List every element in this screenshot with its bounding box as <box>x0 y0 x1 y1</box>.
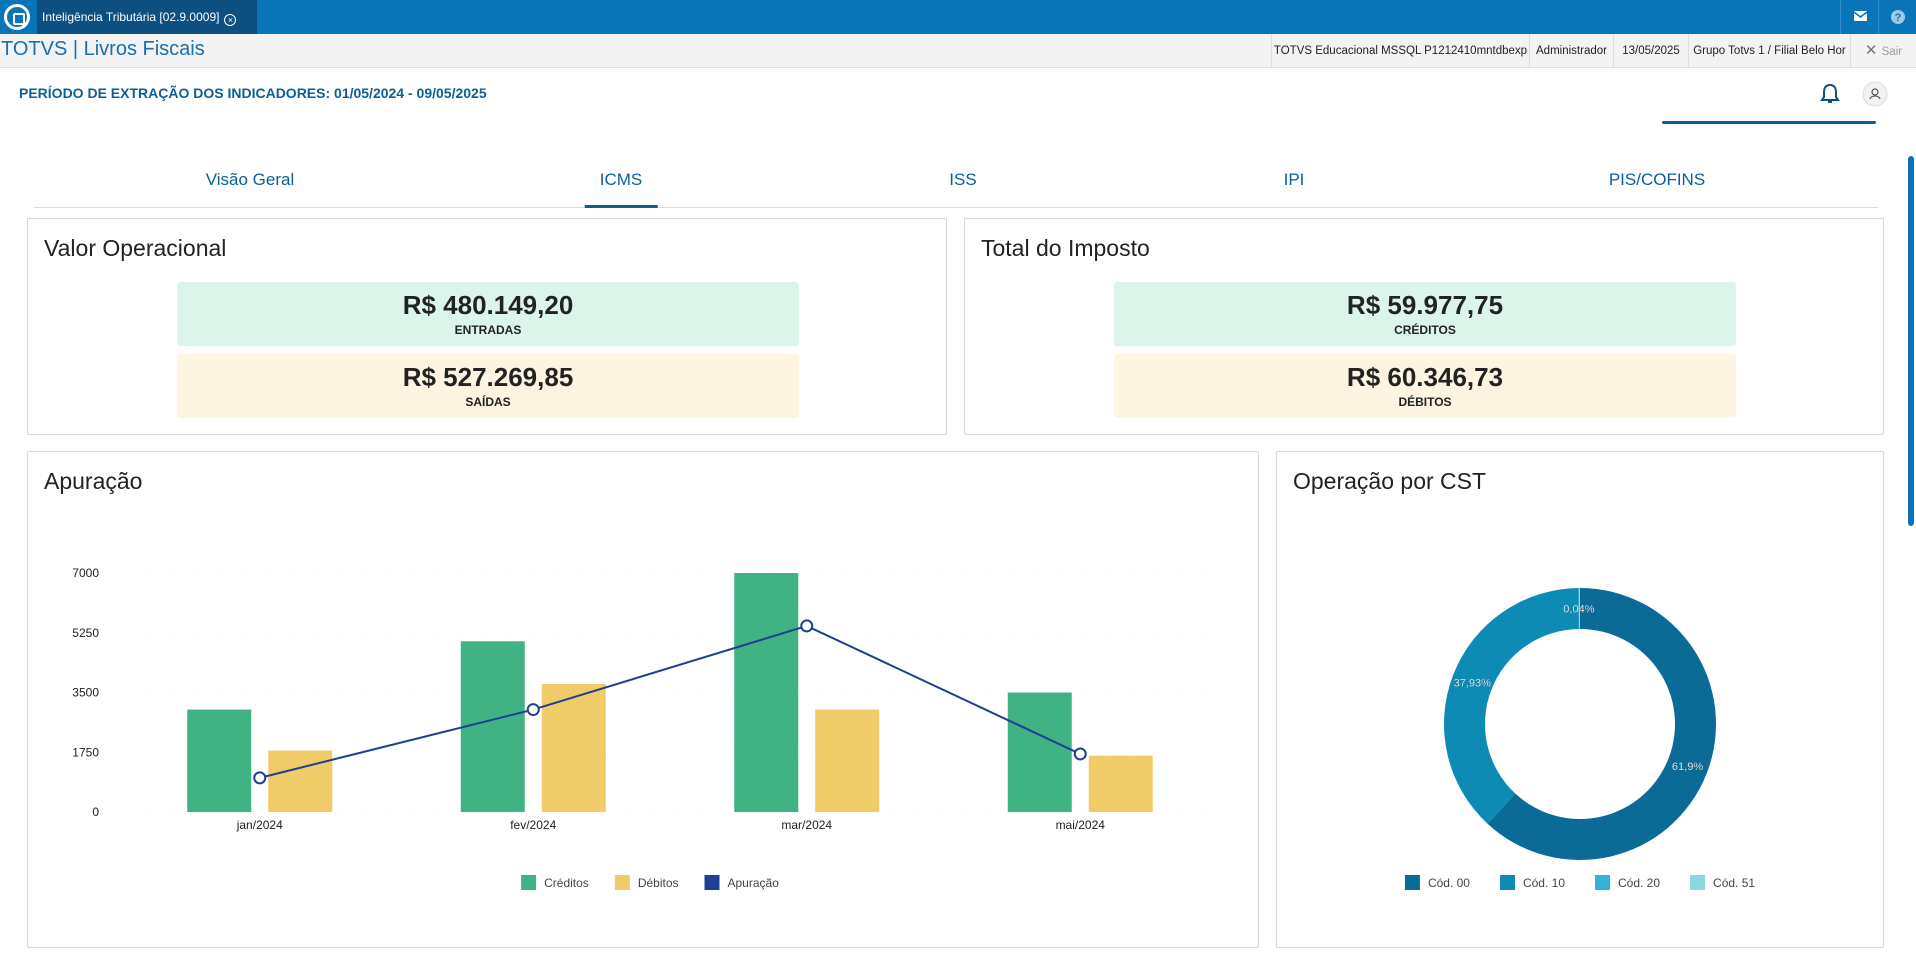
y-tick-label: 5250 <box>72 626 99 640</box>
y-tick-label: 1750 <box>72 745 99 759</box>
legend-swatch <box>1595 875 1610 890</box>
slice-label: 37,93% <box>1454 677 1492 689</box>
bar <box>187 709 252 812</box>
y-tick-label: 7000 <box>72 566 99 580</box>
chart: 0 1750 3500 5250 7000 jan/2024 fev/2024 mar/202… <box>72 566 1212 890</box>
chart-title: Operação por CST <box>1293 468 1487 494</box>
sub-header <box>0 34 1916 68</box>
kpi-box: R$ 527.269,85 SAÍDAS <box>177 354 799 418</box>
legend-label[interactable]: Cód. 00 <box>1428 876 1470 890</box>
legend-swatch <box>614 875 630 890</box>
user-icon[interactable] <box>1862 81 1888 107</box>
chart-card: Apuração 0 1750 3500 5250 7000 jan/2024 fev/20… <box>27 451 1259 948</box>
tab[interactable]: ISS <box>949 170 977 189</box>
line-marker <box>800 619 814 633</box>
tab[interactable]: PIS/COFINS <box>1608 170 1706 189</box>
bell-icon[interactable] <box>1818 82 1842 106</box>
app-tab[interactable]: Inteligência Tributária [02.9.0009] × <box>37 0 257 34</box>
top-bar <box>0 0 1916 34</box>
legend: Cód. 00 Cód. 10 Cód. 20 Cód. 51 <box>1404 875 1755 890</box>
line-marker <box>1073 747 1087 761</box>
kpi-value: R$ 527.269,85 <box>402 362 574 392</box>
help-icon[interactable]: ? <box>1878 0 1916 34</box>
legend-swatch <box>704 875 720 890</box>
mail-icon[interactable] <box>1840 0 1878 34</box>
donut-slice <box>1578 588 1580 630</box>
exit-button[interactable]: ✕ Sair <box>1850 34 1916 68</box>
kpi-label: CRÉDITOS <box>1394 323 1456 337</box>
mail-glyph <box>1853 11 1868 21</box>
donut-slice <box>1578 588 1580 630</box>
tab[interactable]: IPI <box>1283 170 1305 189</box>
info-date: 13/05/2025 <box>1613 34 1688 68</box>
kpi-box: R$ 60.346,73 DÉBITOS <box>1114 354 1736 418</box>
legend-swatch <box>1404 875 1420 890</box>
legend-label[interactable]: Cód. 20 <box>1618 876 1660 890</box>
close-icon[interactable]: × <box>224 14 237 26</box>
legend: Créditos Débitos Apuração <box>521 875 779 890</box>
legend-swatch <box>521 875 537 890</box>
chart-card: Operação por CST 61,9% 37,93% 0,04% Cód. 00… <box>1276 451 1884 948</box>
bar <box>1088 755 1153 812</box>
period-title: PERÍODO DE EXTRAÇÃO DOS INDICADORES: 01/… <box>19 85 487 101</box>
kpi-value: R$ 60.346,73 <box>1346 362 1504 392</box>
tab[interactable]: ICMS <box>584 170 658 208</box>
card-title: Total do Imposto <box>981 235 1150 261</box>
bar <box>734 573 799 812</box>
legend-label[interactable]: Débitos <box>638 876 679 890</box>
line-marker <box>526 703 540 717</box>
slice-label: 61,9% <box>1672 761 1703 773</box>
tab[interactable]: Visão Geral <box>205 170 295 189</box>
bar <box>268 750 333 812</box>
legend-swatch <box>1499 875 1515 890</box>
app-title: TOTVS | Livros Fiscais <box>1 38 205 60</box>
x-tick-label: jan/2024 <box>236 818 283 832</box>
y-tick-label: 3500 <box>72 686 99 700</box>
app-tab-label: Inteligência Tributária [02.9.0009] <box>42 10 220 24</box>
svg-text:?: ? <box>1895 12 1902 24</box>
kpi-value: R$ 480.149,20 <box>402 290 574 320</box>
x-tick-label: fev/2024 <box>510 818 556 832</box>
logo[interactable] <box>4 4 30 30</box>
legend-swatch <box>1690 875 1706 890</box>
exit-label: Sair <box>1881 46 1903 58</box>
kpi-value: R$ 59.977,75 <box>1346 290 1504 320</box>
kpi-label: SAÍDAS <box>465 395 511 409</box>
kpi-card: Total do Imposto R$ 59.977,75 CRÉDITOS R$… <box>964 218 1884 435</box>
legend-label[interactable]: Apuração <box>728 876 780 890</box>
card-title: Valor Operacional <box>44 235 227 261</box>
tabs-divider <box>34 207 1878 208</box>
kpi-box: R$ 59.977,75 CRÉDITOS <box>1114 282 1736 346</box>
bar <box>1007 692 1072 812</box>
field-border <box>1662 121 1876 124</box>
donut-slice <box>1444 588 1579 824</box>
bar <box>815 709 880 812</box>
chart-title: Apuração <box>44 468 143 494</box>
kpi-label: ENTRADAS <box>454 323 522 337</box>
info-branch: Grupo Totvs 1 / Filial Belo Hor <box>1688 34 1850 68</box>
legend-label[interactable]: Créditos <box>544 876 589 890</box>
line <box>259 624 1081 779</box>
x-tick-label: mar/2024 <box>781 818 832 832</box>
legend-label[interactable]: Cód. 51 <box>1713 876 1755 890</box>
kpi-card: Valor Operacional R$ 480.149,20 ENTRADAS … <box>27 218 947 435</box>
info-environment: TOTVS Educacional MSSQL P1212410mntdbexp <box>1271 34 1529 68</box>
line-marker <box>253 771 267 785</box>
y-tick-label: 0 <box>92 805 99 819</box>
chart: 61,9%37,93%0,04%Cód. 00 Cód. 10 Cód. 20 Cód… <box>1404 588 1755 890</box>
x-tick-label: mai/2024 <box>1056 818 1106 832</box>
scrollbar[interactable] <box>1908 156 1914 526</box>
kpi-box: R$ 480.149,20 ENTRADAS <box>177 282 799 346</box>
donut-slice <box>1487 588 1716 860</box>
bar <box>460 641 525 812</box>
info-user: Administrador <box>1529 34 1613 68</box>
kpi-label: DÉBITOS <box>1398 395 1452 409</box>
bar <box>541 683 606 812</box>
help-glyph: ? <box>1891 10 1905 24</box>
legend-label[interactable]: Cód. 10 <box>1523 876 1565 890</box>
slice-label: 0,04% <box>1563 604 1594 616</box>
